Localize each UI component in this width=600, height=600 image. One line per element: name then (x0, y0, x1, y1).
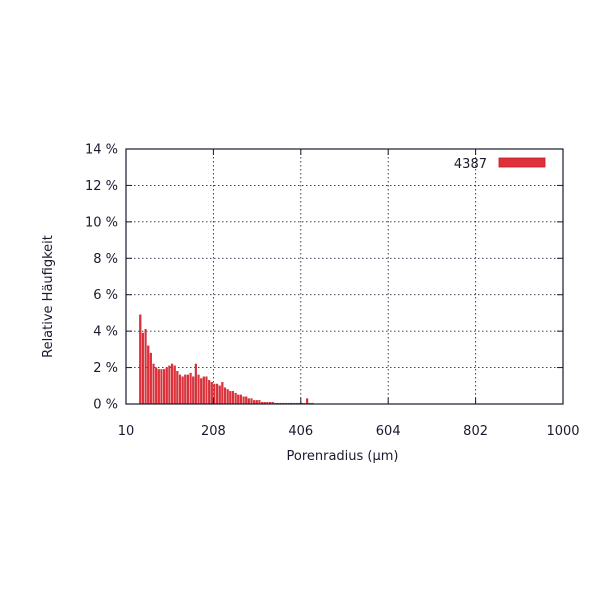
histogram-bar (192, 376, 195, 405)
histogram-bar (237, 394, 240, 405)
x-tick-label: 604 (376, 424, 401, 439)
y-tick-label: 12 % (85, 179, 118, 194)
histogram-bar (197, 374, 200, 405)
histogram-bar (155, 367, 158, 405)
y-tick-label: 8 % (93, 252, 118, 267)
y-tick-label: 2 % (93, 361, 118, 376)
histogram-bar (141, 332, 144, 405)
x-tick-label: 406 (288, 424, 313, 439)
y-tick-label: 0 % (93, 398, 118, 413)
histogram-bar (194, 363, 197, 405)
y-tick-label: 6 % (93, 288, 118, 303)
histogram-bar (152, 363, 155, 405)
histogram-bar (239, 394, 242, 405)
histogram-bar (160, 369, 163, 405)
y-axis-title: Relative Häufigkeit (41, 235, 56, 358)
histogram-bar (205, 376, 208, 405)
x-axis-title: Porenradius (µm) (286, 449, 398, 464)
histogram-bar (218, 385, 221, 405)
histogram-bar (147, 345, 150, 405)
histogram-bar (173, 365, 176, 405)
histogram-bar (247, 398, 250, 405)
histogram-bar (144, 329, 147, 405)
histogram-bar (208, 380, 211, 405)
histogram-bar (202, 376, 205, 405)
histogram-bar (168, 365, 171, 405)
histogram-bar (226, 389, 229, 405)
histogram-bar (250, 398, 253, 405)
x-tick-label: 802 (463, 424, 488, 439)
histogram-bar (186, 374, 190, 405)
legend: 4387 (454, 157, 546, 172)
legend-label: 4387 (454, 157, 487, 172)
x-tick-label: 208 (201, 424, 226, 439)
x-tick-label: 1000 (546, 424, 579, 439)
plot-frame (125, 148, 564, 405)
histogram-bar (189, 372, 192, 405)
histogram-bar (234, 392, 237, 405)
histogram-bar (216, 383, 219, 405)
histogram-bar (184, 374, 187, 405)
histogram-bar (231, 391, 235, 405)
histogram-bar (163, 369, 166, 405)
histogram-bar (306, 398, 309, 405)
y-axis-ticks: 0 % 2 % 4 % 6 % 8 % 10 % 12 % 14 % (85, 143, 563, 413)
legend-swatch (498, 157, 546, 168)
histogram-bar (178, 374, 182, 405)
histogram-bar (245, 396, 248, 405)
y-tick-label: 4 % (93, 325, 118, 340)
histogram-bar (200, 378, 203, 405)
histogram-bar (210, 381, 213, 405)
histogram-bar (181, 376, 184, 405)
histogram-bar (157, 369, 160, 405)
histogram-bar (149, 352, 152, 405)
histogram-bar (229, 391, 232, 405)
histogram-bar (242, 396, 245, 405)
x-axis-ticks: 10 208 406 604 802 1000 (118, 149, 580, 439)
histogram-bar (170, 363, 174, 405)
x-tick-label: 10 (118, 424, 135, 439)
histogram-bar (223, 387, 227, 405)
y-tick-label: 14 % (85, 143, 118, 158)
histogram-bar (176, 371, 179, 405)
histogram-bar (221, 381, 224, 405)
histogram-bar (139, 314, 142, 405)
y-tick-label: 10 % (85, 215, 118, 230)
histogram-bar (165, 367, 168, 405)
